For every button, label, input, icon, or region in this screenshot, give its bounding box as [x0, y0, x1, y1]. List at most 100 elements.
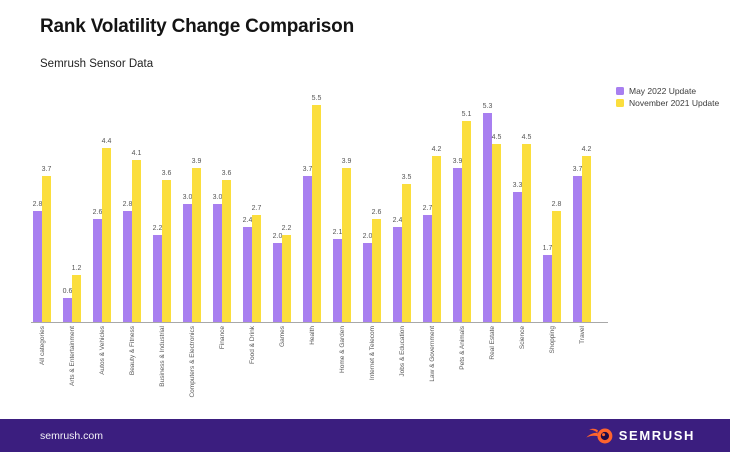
- bar-value-label: 3.6: [161, 169, 172, 177]
- bar-value-label: 3.9: [341, 157, 352, 165]
- bar-value-label: 2.8: [32, 201, 43, 209]
- bar-group: 2.1 3.9 Home & Garden: [333, 104, 363, 373]
- x-axis-label: All categories: [38, 326, 46, 366]
- bar-november-2021: [552, 211, 561, 322]
- bar-group: 1.7 2.8 Shopping: [542, 104, 573, 353]
- bar-value-label: 3.5: [401, 173, 412, 181]
- bar-value-label: 2.0: [362, 233, 373, 240]
- bar-may-2022: [363, 243, 372, 322]
- legend-item-november-2021: November 2021 Update: [616, 98, 719, 108]
- bar-may-2022: [483, 112, 492, 322]
- bar-value-label: 3.0: [212, 193, 223, 201]
- bar-value-label: 0.6: [62, 288, 73, 296]
- x-axis-label: Jobs & Education: [398, 326, 406, 377]
- bar-may-2022: [153, 235, 162, 322]
- x-axis-label: Finance: [218, 326, 226, 350]
- bar-november-2021: [72, 274, 81, 322]
- bar-may-2022: [183, 203, 192, 322]
- bar-group: 2.0 2.6 Internet & Telecom: [362, 104, 393, 380]
- bar-may-2022: [63, 298, 72, 322]
- bar-may-2022: [93, 219, 102, 322]
- bar-value-label: 2.6: [371, 209, 382, 217]
- bar-value-label: 3.7: [572, 165, 583, 173]
- bar-may-2022: [273, 243, 282, 322]
- bar-november-2021: [342, 167, 351, 322]
- bar-group: 2.4 3.5 Jobs & Education: [392, 104, 423, 377]
- x-axis-label: Law & Government: [428, 326, 436, 382]
- x-axis-label: Health: [308, 326, 316, 345]
- bar-may-2022: [573, 175, 582, 322]
- bar-value-label: 2.8: [551, 201, 562, 209]
- bar-november-2021: [192, 167, 201, 322]
- bar-november-2021: [312, 104, 321, 322]
- x-axis-label: Internet & Telecom: [368, 326, 376, 381]
- bar-value-label: 5.3: [482, 102, 493, 110]
- bar-may-2022: [243, 227, 252, 322]
- bar-november-2021: [522, 144, 531, 322]
- x-axis-label: Pets & Animals: [458, 326, 466, 370]
- bar-value-label: 3.3: [512, 181, 523, 189]
- bar-value-label: 3.9: [452, 157, 463, 165]
- bar-november-2021: [132, 160, 141, 322]
- bar-may-2022: [513, 191, 522, 322]
- bar-group: 2.6 4.4 Autos & Vehicles: [93, 104, 123, 375]
- bar-november-2021: [42, 175, 51, 322]
- semrush-logo-text: SEMRUSH: [618, 428, 695, 443]
- x-axis-label: Arts & Entertainment: [68, 326, 76, 386]
- bar-value-label: 2.0: [272, 233, 283, 240]
- page-subtitle: Semrush Sensor Data: [40, 58, 154, 70]
- bar-may-2022: [213, 203, 222, 322]
- bar-group: 5.3 4.5 Real Estate: [482, 102, 513, 360]
- bar-group: 2.2 3.6 Business & Industrial: [152, 104, 183, 387]
- bar-november-2021: [282, 235, 291, 322]
- legend-item-may-2022: May 2022 Update: [616, 85, 719, 96]
- bar-november-2021: [462, 120, 471, 322]
- legend-swatch-november-2021: [616, 98, 624, 107]
- bar-may-2022: [453, 167, 462, 322]
- semrush-logo: SEMRUSH: [586, 427, 695, 445]
- page-title: Rank Volatility Change Comparison: [40, 16, 354, 37]
- bar-value-label: 5.5: [311, 94, 322, 102]
- bar-may-2022: [303, 175, 312, 322]
- bar-value-label: 2.4: [392, 217, 403, 225]
- x-axis-label: Shopping: [548, 326, 556, 354]
- bar-value-label: 1.7: [542, 244, 553, 252]
- bar-group: 2.0 2.2 Games: [272, 104, 303, 347]
- bar-value-label: 2.7: [422, 205, 433, 213]
- x-axis-label: Computers & Electronics: [188, 326, 196, 398]
- x-axis-label: Home & Garden: [338, 326, 346, 373]
- x-axis-label: Business & Industrial: [158, 326, 166, 387]
- bar-group: 3.0 3.9 Computers & Electronics: [182, 104, 213, 398]
- bar-value-label: 4.2: [431, 146, 442, 154]
- bar-group: 2.7 4.2 Law & Government: [422, 104, 453, 382]
- legend-label: May 2022 Update: [629, 85, 697, 96]
- bar-group: 2.8 4.1 Beauty & Fitness: [123, 104, 153, 375]
- bar-value-label: 3.0: [182, 193, 193, 201]
- x-axis-label: Autos & Vehicles: [98, 326, 106, 375]
- x-axis-line: [31, 322, 608, 323]
- bar-november-2021: [432, 156, 441, 322]
- bar-group: 3.7 5.5 Health: [303, 95, 333, 345]
- bar-value-label: 4.4: [101, 138, 112, 146]
- x-axis-label: Science: [518, 326, 526, 350]
- legend-swatch-may-2022: [616, 86, 624, 95]
- bar-may-2022: [33, 211, 42, 322]
- bar-value-label: 4.5: [521, 134, 532, 142]
- bar-may-2022: [423, 215, 432, 322]
- semrush-flame-icon: [586, 428, 613, 443]
- x-axis-label: Travel: [578, 326, 586, 344]
- bar-value-label: 2.2: [281, 225, 292, 233]
- x-axis-label: Games: [278, 326, 286, 347]
- bar-value-label: 5.1: [461, 110, 472, 118]
- bar-value-label: 2.2: [152, 225, 163, 233]
- bar-value-label: 3.7: [41, 165, 52, 173]
- bar-may-2022: [543, 254, 552, 322]
- bar-november-2021: [492, 144, 501, 322]
- bar-november-2021: [372, 219, 381, 322]
- bar-group: 3.0 3.6 Finance: [212, 104, 243, 349]
- bar-november-2021: [582, 156, 591, 322]
- bar-may-2022: [393, 227, 402, 322]
- bar-november-2021: [402, 183, 411, 322]
- footer: semrush.com SEMRUSH: [0, 419, 730, 452]
- bar-group: 2.4 2.7 Food & Drink: [243, 104, 273, 364]
